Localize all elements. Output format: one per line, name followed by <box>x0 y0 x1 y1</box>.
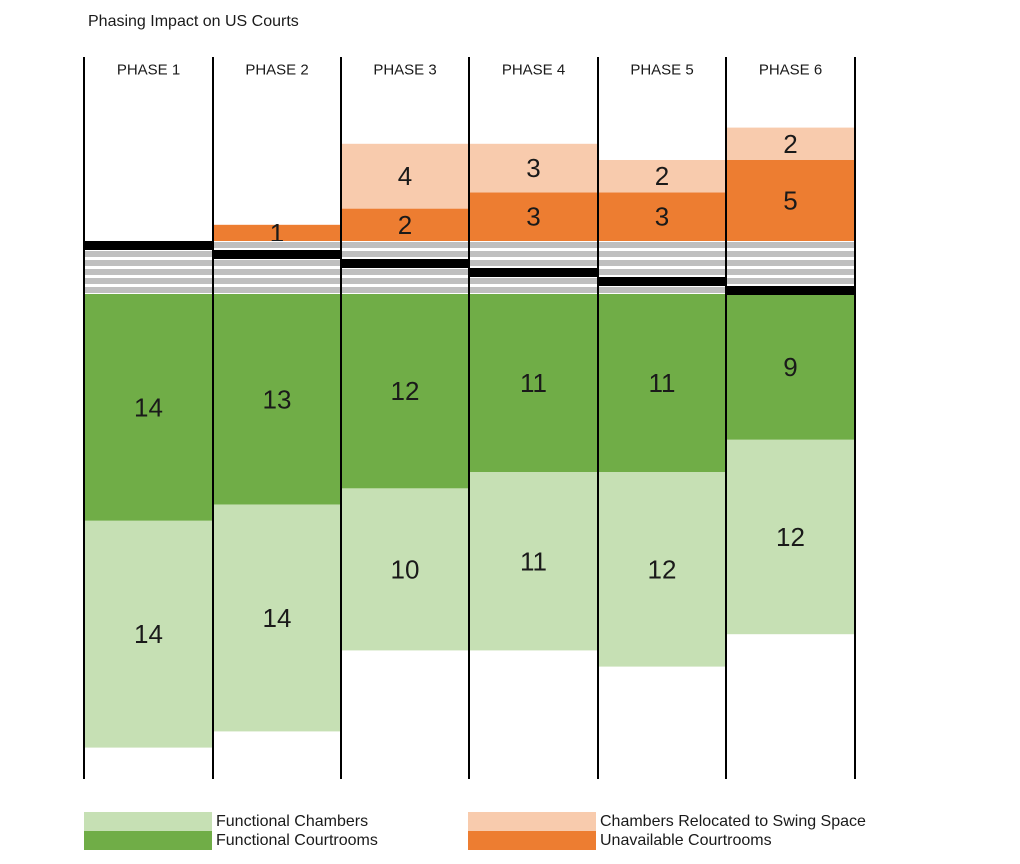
data-label: 11 <box>520 546 547 576</box>
bar-unavailable-courtrooms <box>469 192 598 241</box>
bar-chambers-relocated <box>341 143 469 209</box>
break-band-stripe <box>726 260 855 266</box>
break-band-stripe <box>213 278 341 284</box>
break-band-stripe <box>598 242 726 248</box>
phase-label: PHASE 2 <box>245 62 308 79</box>
data-label: 4 <box>398 161 412 191</box>
bar-functional-chambers <box>598 472 726 667</box>
phase-label: PHASE 6 <box>759 62 822 79</box>
bar-functional-courtrooms <box>598 294 726 473</box>
data-label: 3 <box>526 153 540 183</box>
data-label: 2 <box>655 161 669 191</box>
floor-marker <box>84 241 213 250</box>
break-band-stripe <box>726 251 855 257</box>
data-label: 3 <box>655 202 669 232</box>
break-band-stripe <box>469 278 598 284</box>
bar-functional-chambers <box>726 439 855 635</box>
break-band-stripe <box>84 287 213 293</box>
break-band-stripe <box>726 242 855 248</box>
break-band-stripe <box>469 260 598 266</box>
floor-marker <box>341 259 469 268</box>
break-band-stripe <box>598 251 726 257</box>
break-band-stripe <box>84 251 213 257</box>
break-band-stripe <box>341 242 469 248</box>
break-band-stripe <box>726 269 855 275</box>
floor-marker <box>598 277 726 286</box>
break-band-stripe <box>213 242 341 248</box>
phase-label: PHASE 3 <box>373 62 436 79</box>
bar-chambers-relocated <box>469 143 598 193</box>
bar-functional-courtrooms <box>213 294 341 505</box>
bar-unavailable-courtrooms <box>341 208 469 241</box>
data-label: 11 <box>649 368 676 398</box>
break-band-stripe <box>341 278 469 284</box>
break-band-stripe <box>469 251 598 257</box>
legend-label: Unavailable Courtrooms <box>600 832 772 849</box>
bar-functional-courtrooms <box>84 294 213 521</box>
break-band-stripe <box>84 260 213 266</box>
break-band-stripe <box>726 278 855 284</box>
phase-label: PHASE 5 <box>630 62 693 79</box>
legend-swatch <box>84 831 212 850</box>
break-band-stripe <box>469 242 598 248</box>
legend-label: Chambers Relocated to Swing Space <box>600 813 866 830</box>
data-label: 12 <box>648 554 677 584</box>
data-label: 2 <box>398 210 412 240</box>
data-label: 1 <box>270 218 284 248</box>
break-band-stripe <box>213 269 341 275</box>
data-label: 14 <box>263 603 292 633</box>
data-label: 5 <box>783 186 797 216</box>
break-band <box>598 241 726 294</box>
legend-swatch <box>468 812 596 831</box>
phase-label: PHASE 4 <box>502 62 565 79</box>
data-label: 14 <box>134 392 163 422</box>
bar-chambers-relocated <box>726 127 855 160</box>
legend-label: Functional Courtrooms <box>216 832 378 849</box>
break-band <box>213 241 341 294</box>
bar-functional-chambers <box>341 488 469 651</box>
data-label: 10 <box>391 554 420 584</box>
data-label: 3 <box>526 202 540 232</box>
break-band-stripe <box>598 287 726 293</box>
data-label: 2 <box>783 129 797 159</box>
break-band <box>726 241 855 294</box>
break-band-stripe <box>341 287 469 293</box>
bar-unavailable-courtrooms <box>598 192 726 241</box>
data-label: 12 <box>776 522 805 552</box>
data-label: 11 <box>520 368 547 398</box>
bar-chambers-relocated <box>598 160 726 193</box>
data-label: 13 <box>263 384 292 414</box>
legend-swatch <box>84 812 212 831</box>
break-band-stripe <box>213 260 341 266</box>
break-band-stripe <box>598 260 726 266</box>
bar-functional-chambers <box>469 472 598 651</box>
floor-marker <box>469 268 598 277</box>
bar-functional-courtrooms <box>726 294 855 440</box>
break-band-stripe <box>598 269 726 275</box>
data-label: 9 <box>783 352 797 382</box>
bar-functional-chambers <box>84 520 213 748</box>
chart-title: Phasing Impact on US Courts <box>88 13 299 30</box>
floor-marker <box>213 250 341 259</box>
break-band-stripe <box>84 269 213 275</box>
floor-marker <box>726 286 855 295</box>
break-band-stripe <box>341 269 469 275</box>
break-band-stripe <box>341 251 469 257</box>
break-band-stripe <box>213 287 341 293</box>
phase-label: PHASE 1 <box>117 62 180 79</box>
break-band-stripe <box>84 278 213 284</box>
break-band <box>469 241 598 294</box>
data-label: 14 <box>134 619 163 649</box>
legend-label: Functional Chambers <box>216 813 369 830</box>
break-band-stripe <box>469 287 598 293</box>
bar-functional-courtrooms <box>469 294 598 473</box>
data-label: 12 <box>391 376 420 406</box>
bar-unavailable-courtrooms <box>726 160 855 241</box>
bar-unavailable-courtrooms <box>213 224 341 241</box>
bar-functional-courtrooms <box>341 294 469 489</box>
legend-swatch <box>468 831 596 850</box>
bar-functional-chambers <box>213 504 341 732</box>
